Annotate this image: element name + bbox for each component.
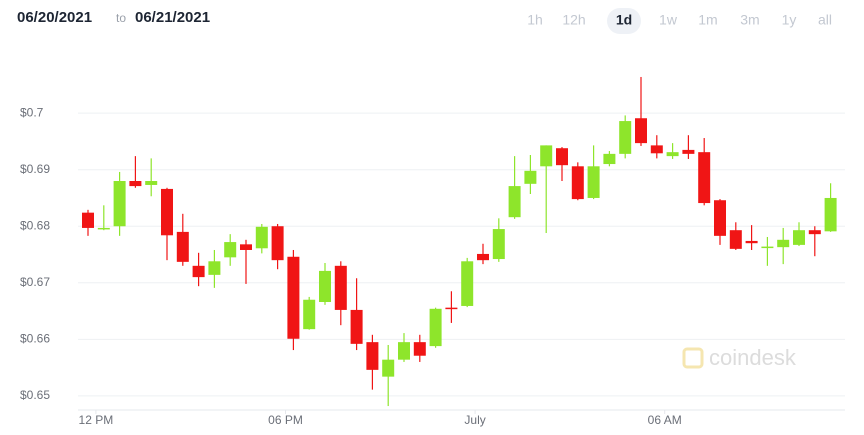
candle-body xyxy=(161,188,173,236)
date-to: 06/21/2021 xyxy=(135,9,210,26)
date-from: 06/20/2021 xyxy=(17,9,92,26)
candle-body xyxy=(714,200,726,236)
candle-body xyxy=(556,148,568,166)
watermark: coindesk xyxy=(682,345,797,370)
timeframe-button[interactable]: 1y xyxy=(782,12,797,28)
timeframe-button[interactable]: 1d xyxy=(616,12,632,28)
range-word: to xyxy=(116,11,126,25)
candle-body xyxy=(192,265,205,278)
x-tick-label: July xyxy=(464,413,485,427)
candle-body xyxy=(540,145,553,167)
timeframe-button[interactable]: 3m xyxy=(740,12,759,28)
candle-body xyxy=(413,342,426,356)
candle-body xyxy=(650,145,663,154)
candle-body xyxy=(82,212,94,228)
candle-body xyxy=(508,186,521,218)
candle-body xyxy=(176,231,189,262)
candle-body xyxy=(793,230,805,245)
candle-body xyxy=(777,239,790,248)
candle-body xyxy=(319,270,331,303)
candle-body xyxy=(492,229,505,260)
candle-body xyxy=(729,230,742,249)
timeframe-active-bg xyxy=(607,8,641,34)
candle-body xyxy=(303,299,316,330)
candle-body xyxy=(571,166,584,200)
x-tick-label: 12 PM xyxy=(79,413,114,427)
candle-body xyxy=(698,152,711,204)
candle-body xyxy=(461,261,474,306)
candle-body xyxy=(445,307,458,310)
timeframe-button[interactable]: 12h xyxy=(562,12,585,28)
candle-body xyxy=(240,244,252,250)
candle-body xyxy=(208,261,221,275)
candle-body xyxy=(145,181,158,185)
candle-body xyxy=(129,181,142,187)
candle-body xyxy=(224,242,237,258)
candle-body xyxy=(113,181,126,227)
y-tick-label: $0.67 xyxy=(20,275,50,289)
y-tick-label: $0.7 xyxy=(20,105,44,119)
x-tick-label: 06 PM xyxy=(268,413,303,427)
candle-body xyxy=(682,149,695,154)
candle-body xyxy=(587,166,600,198)
y-tick-label: $0.65 xyxy=(20,388,50,402)
y-tick-label: $0.66 xyxy=(20,331,50,345)
y-tick-label: $0.69 xyxy=(20,162,50,176)
watermark-text: coindesk xyxy=(709,345,797,370)
candle-body xyxy=(808,230,821,235)
candle-body xyxy=(603,153,616,165)
timeframe-button[interactable]: 1w xyxy=(659,12,678,28)
candle-body xyxy=(429,308,442,347)
candle-body xyxy=(382,359,395,377)
timeframe-button[interactable]: 1m xyxy=(698,12,717,28)
candle-body xyxy=(824,197,837,232)
candle-body xyxy=(287,256,300,339)
candle-body xyxy=(635,118,647,144)
candle-body xyxy=(350,309,363,344)
timeframe-button[interactable]: all xyxy=(818,12,832,28)
candle-body xyxy=(366,342,379,370)
candle-body xyxy=(398,342,410,360)
timeframe-button[interactable]: 1h xyxy=(527,12,543,28)
x-tick-label: 06 AM xyxy=(648,413,682,427)
candle-body xyxy=(619,121,632,154)
candle-body xyxy=(745,240,758,244)
candle-body xyxy=(255,226,268,249)
candle-body xyxy=(761,246,774,249)
candle-body xyxy=(524,170,537,184)
candle-body xyxy=(97,227,110,230)
candle-body xyxy=(477,253,489,261)
candle-body xyxy=(334,265,347,310)
y-tick-label: $0.68 xyxy=(20,218,50,232)
candle-body xyxy=(666,152,679,157)
candle-body xyxy=(271,226,284,261)
